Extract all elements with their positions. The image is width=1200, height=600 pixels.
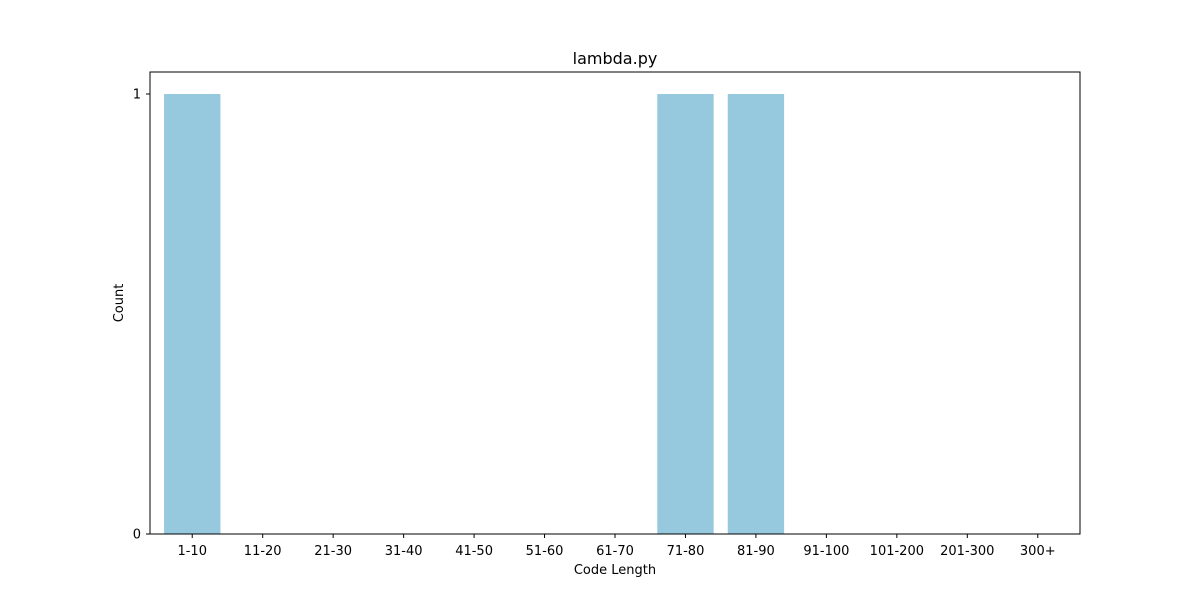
x-tick-label: 71-80 (667, 544, 705, 559)
x-tick-label: 1-10 (177, 544, 207, 559)
y-axis-label: Count (112, 284, 127, 323)
plot-frame (149, 71, 1081, 535)
x-tick-label: 101-200 (870, 544, 924, 559)
x-axis-label: Code Length (574, 563, 656, 578)
x-tick-label: 91-100 (803, 544, 849, 559)
bar-71-80 (657, 94, 714, 534)
x-tick-label: 51-60 (526, 544, 564, 559)
bar-1-10 (164, 94, 221, 534)
x-axis-ticks: 1-10 11-20 21-30 31-40 41-50 51-60 61-70 71-80 8… (177, 534, 1056, 559)
x-tick-label: 41-50 (455, 544, 493, 559)
x-tick-label: 81-90 (737, 544, 775, 559)
x-tick-label: 31-40 (385, 544, 423, 559)
x-tick-label: 21-30 (314, 544, 352, 559)
chart-title: lambda.py (573, 49, 658, 68)
y-axis-ticks: 01 (133, 88, 150, 543)
x-tick-label: 61-70 (596, 544, 634, 559)
x-tick-label: 300+ (1020, 544, 1056, 559)
bar-81-90 (727, 94, 785, 534)
x-tick-label: 11-20 (244, 544, 282, 559)
bars-layer (164, 94, 785, 534)
y-tick-label: 0 (133, 528, 141, 543)
y-tick-label: 1 (133, 88, 141, 103)
x-tick-label: 201-300 (940, 544, 994, 559)
